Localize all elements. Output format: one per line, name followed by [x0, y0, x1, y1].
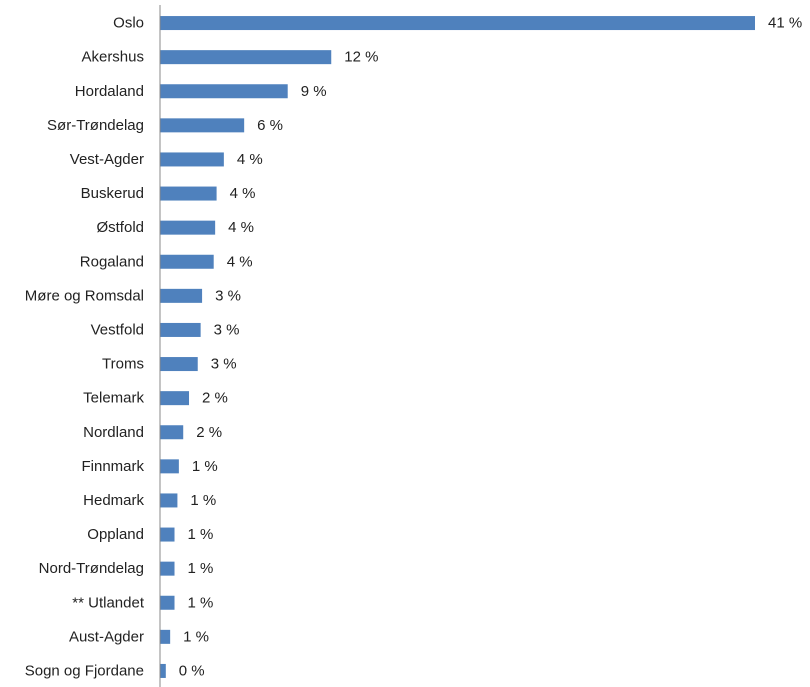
category-label: Finnmark [81, 458, 144, 475]
bar [160, 220, 216, 235]
data-label: 41 % [768, 15, 802, 32]
data-label: 12 % [344, 49, 378, 66]
data-label: 3 % [215, 287, 241, 304]
bar [160, 459, 179, 474]
category-label: Møre og Romsdal [25, 287, 144, 304]
bar [160, 50, 332, 65]
category-label: Telemark [83, 390, 144, 407]
data-label: 1 % [188, 594, 214, 611]
category-labels-group: Oslo Akershus Hordaland Sør-Trøndelag Vest-A… [25, 15, 145, 680]
data-label: 9 % [301, 83, 327, 100]
bar [160, 254, 214, 269]
bar [160, 322, 201, 337]
category-label: Vest-Agder [70, 151, 144, 168]
category-label: Buskerud [81, 185, 144, 202]
category-label: ** Utlandet [72, 594, 145, 611]
category-label: Nord-Trøndelag [39, 560, 144, 577]
bar [160, 152, 224, 167]
category-label: Vestfold [91, 321, 144, 338]
category-label: Oppland [87, 526, 144, 543]
bar [160, 629, 171, 644]
data-label: 2 % [196, 424, 222, 441]
data-label: 1 % [192, 458, 218, 475]
data-label: 4 % [230, 185, 256, 202]
category-label: Hedmark [83, 492, 144, 509]
category-label: Troms [102, 356, 144, 373]
data-label: 1 % [188, 560, 214, 577]
data-label: 1 % [188, 526, 214, 543]
data-label: 1 % [190, 492, 216, 509]
bar [160, 391, 190, 406]
bar [160, 288, 203, 303]
bar [160, 84, 288, 99]
category-label: Aust-Agder [69, 628, 144, 645]
data-label: 6 % [257, 117, 283, 134]
bar [160, 186, 217, 201]
category-label: Nordland [83, 424, 144, 441]
data-label: 3 % [214, 321, 240, 338]
bar [160, 595, 175, 610]
bar [160, 357, 198, 372]
data-label: 0 % [179, 662, 205, 679]
category-label: Akershus [81, 49, 144, 66]
data-label: 1 % [183, 628, 209, 645]
data-labels-group: 41 % 12 % 9 % 6 % 4 % 4 % 4 % 4 % 3 % 3 % 3 % 2 % 2 … [179, 15, 802, 680]
bar [160, 425, 184, 440]
bar [160, 493, 178, 508]
data-label: 4 % [228, 219, 254, 236]
data-label: 4 % [227, 253, 253, 270]
category-label: Oslo [113, 15, 144, 32]
bar [160, 16, 755, 31]
bar [160, 663, 166, 678]
category-label: Østfold [96, 219, 144, 236]
bar [160, 561, 175, 576]
bars-group [160, 16, 755, 678]
data-label: 3 % [211, 356, 237, 373]
category-label: Sogn og Fjordane [25, 662, 144, 679]
category-label: Hordaland [75, 83, 144, 100]
data-label: 2 % [202, 390, 228, 407]
category-label: Sør-Trøndelag [47, 117, 144, 134]
data-label: 4 % [237, 151, 263, 168]
bar [160, 527, 175, 542]
bar [160, 118, 245, 133]
category-label: Rogaland [80, 253, 144, 270]
